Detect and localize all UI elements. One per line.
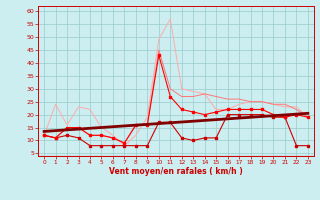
X-axis label: Vent moyen/en rafales ( km/h ): Vent moyen/en rafales ( km/h ) — [109, 167, 243, 176]
